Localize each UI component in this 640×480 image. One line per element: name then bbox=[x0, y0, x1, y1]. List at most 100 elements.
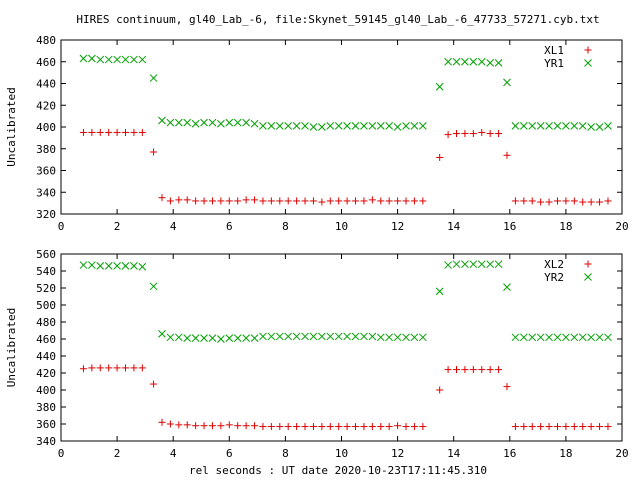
data-point bbox=[444, 131, 452, 139]
data-point bbox=[519, 333, 528, 342]
data-point bbox=[570, 122, 579, 130]
data-point bbox=[410, 423, 418, 431]
data-point-b bbox=[242, 334, 250, 343]
data-point-b bbox=[96, 55, 105, 64]
data-point bbox=[394, 422, 402, 430]
data-point bbox=[217, 422, 225, 430]
legend-label: XL1 bbox=[544, 44, 564, 57]
data-point-b bbox=[225, 334, 234, 343]
y-tick-label: 460 bbox=[36, 56, 56, 69]
data-point bbox=[343, 332, 351, 341]
data-point bbox=[259, 423, 267, 431]
data-point bbox=[553, 423, 561, 431]
legend-marker bbox=[584, 46, 592, 54]
data-point-b bbox=[208, 118, 217, 127]
data-point bbox=[410, 122, 419, 130]
data-point-b bbox=[402, 122, 410, 130]
data-point-b bbox=[385, 122, 394, 130]
x-tick-label: 6 bbox=[226, 447, 233, 460]
data-point bbox=[88, 54, 96, 63]
data-point bbox=[208, 197, 216, 205]
x-tick-label: 0 bbox=[58, 220, 65, 233]
data-point bbox=[79, 54, 88, 63]
data-point-b bbox=[158, 330, 166, 338]
data-point bbox=[301, 332, 309, 341]
data-point-b bbox=[242, 118, 250, 127]
data-point-b bbox=[469, 260, 478, 269]
data-point-b bbox=[267, 122, 276, 130]
data-point bbox=[335, 423, 343, 431]
data-point bbox=[461, 260, 469, 269]
data-point bbox=[122, 364, 130, 372]
data-point bbox=[150, 148, 158, 156]
y-tick-label: 540 bbox=[36, 265, 56, 278]
data-point bbox=[469, 130, 477, 138]
x-tick-label: 6 bbox=[226, 220, 233, 233]
data-point bbox=[104, 262, 113, 270]
data-point bbox=[233, 334, 242, 343]
y-axis-label: Uncalibrated bbox=[5, 87, 18, 166]
data-point-b bbox=[334, 332, 343, 341]
data-point bbox=[604, 333, 612, 342]
data-point-b bbox=[259, 122, 267, 130]
data-point-b bbox=[562, 122, 570, 130]
legend-label: XL2 bbox=[544, 258, 564, 271]
data-point bbox=[158, 330, 166, 338]
data-point-b bbox=[191, 119, 200, 128]
data-point bbox=[579, 198, 587, 206]
data-point bbox=[553, 333, 562, 342]
data-point-b bbox=[570, 333, 579, 342]
x-tick-label: 14 bbox=[447, 447, 461, 460]
data-point-b bbox=[444, 57, 452, 66]
data-point-b bbox=[191, 334, 200, 343]
data-point-b bbox=[435, 287, 444, 296]
y-tick-label: 400 bbox=[36, 384, 56, 397]
data-point bbox=[301, 122, 309, 130]
data-point bbox=[234, 422, 242, 430]
data-point-b bbox=[368, 122, 377, 130]
x-tick-label: 18 bbox=[559, 220, 572, 233]
data-point-b bbox=[578, 333, 587, 342]
data-point-b bbox=[166, 118, 175, 127]
data-point bbox=[578, 333, 587, 342]
data-point-b bbox=[360, 332, 368, 341]
data-point bbox=[200, 422, 208, 430]
data-point bbox=[166, 420, 174, 428]
data-point-b bbox=[545, 122, 553, 130]
data-point bbox=[121, 55, 130, 64]
data-point bbox=[503, 283, 511, 292]
data-point bbox=[352, 197, 360, 205]
data-point bbox=[536, 333, 545, 342]
y-tick-label: 440 bbox=[36, 78, 56, 91]
data-point bbox=[452, 57, 461, 66]
data-point-b bbox=[511, 122, 520, 130]
data-point bbox=[436, 386, 444, 394]
data-point-b bbox=[200, 118, 208, 127]
data-point bbox=[242, 422, 250, 430]
data-point bbox=[251, 196, 259, 204]
data-point-b bbox=[570, 122, 579, 130]
data-point-b bbox=[138, 262, 147, 271]
data-point bbox=[511, 197, 519, 205]
data-point-b bbox=[503, 78, 511, 87]
legend-marker bbox=[584, 260, 592, 268]
data-point-b bbox=[435, 82, 444, 91]
data-point-b bbox=[284, 332, 293, 341]
data-point bbox=[200, 118, 208, 127]
data-point bbox=[570, 333, 579, 342]
data-point-b bbox=[528, 122, 537, 130]
data-point-b bbox=[149, 74, 158, 82]
data-point-b bbox=[343, 332, 351, 341]
data-point bbox=[267, 423, 275, 431]
data-point bbox=[130, 55, 138, 64]
data-point bbox=[595, 333, 604, 342]
data-point-b bbox=[385, 333, 394, 342]
data-point-b bbox=[309, 332, 318, 341]
data-point-b bbox=[183, 118, 192, 127]
data-point bbox=[259, 122, 267, 130]
data-point bbox=[242, 118, 250, 127]
data-point bbox=[318, 332, 326, 341]
data-point bbox=[217, 335, 225, 343]
data-point-b bbox=[79, 261, 88, 269]
